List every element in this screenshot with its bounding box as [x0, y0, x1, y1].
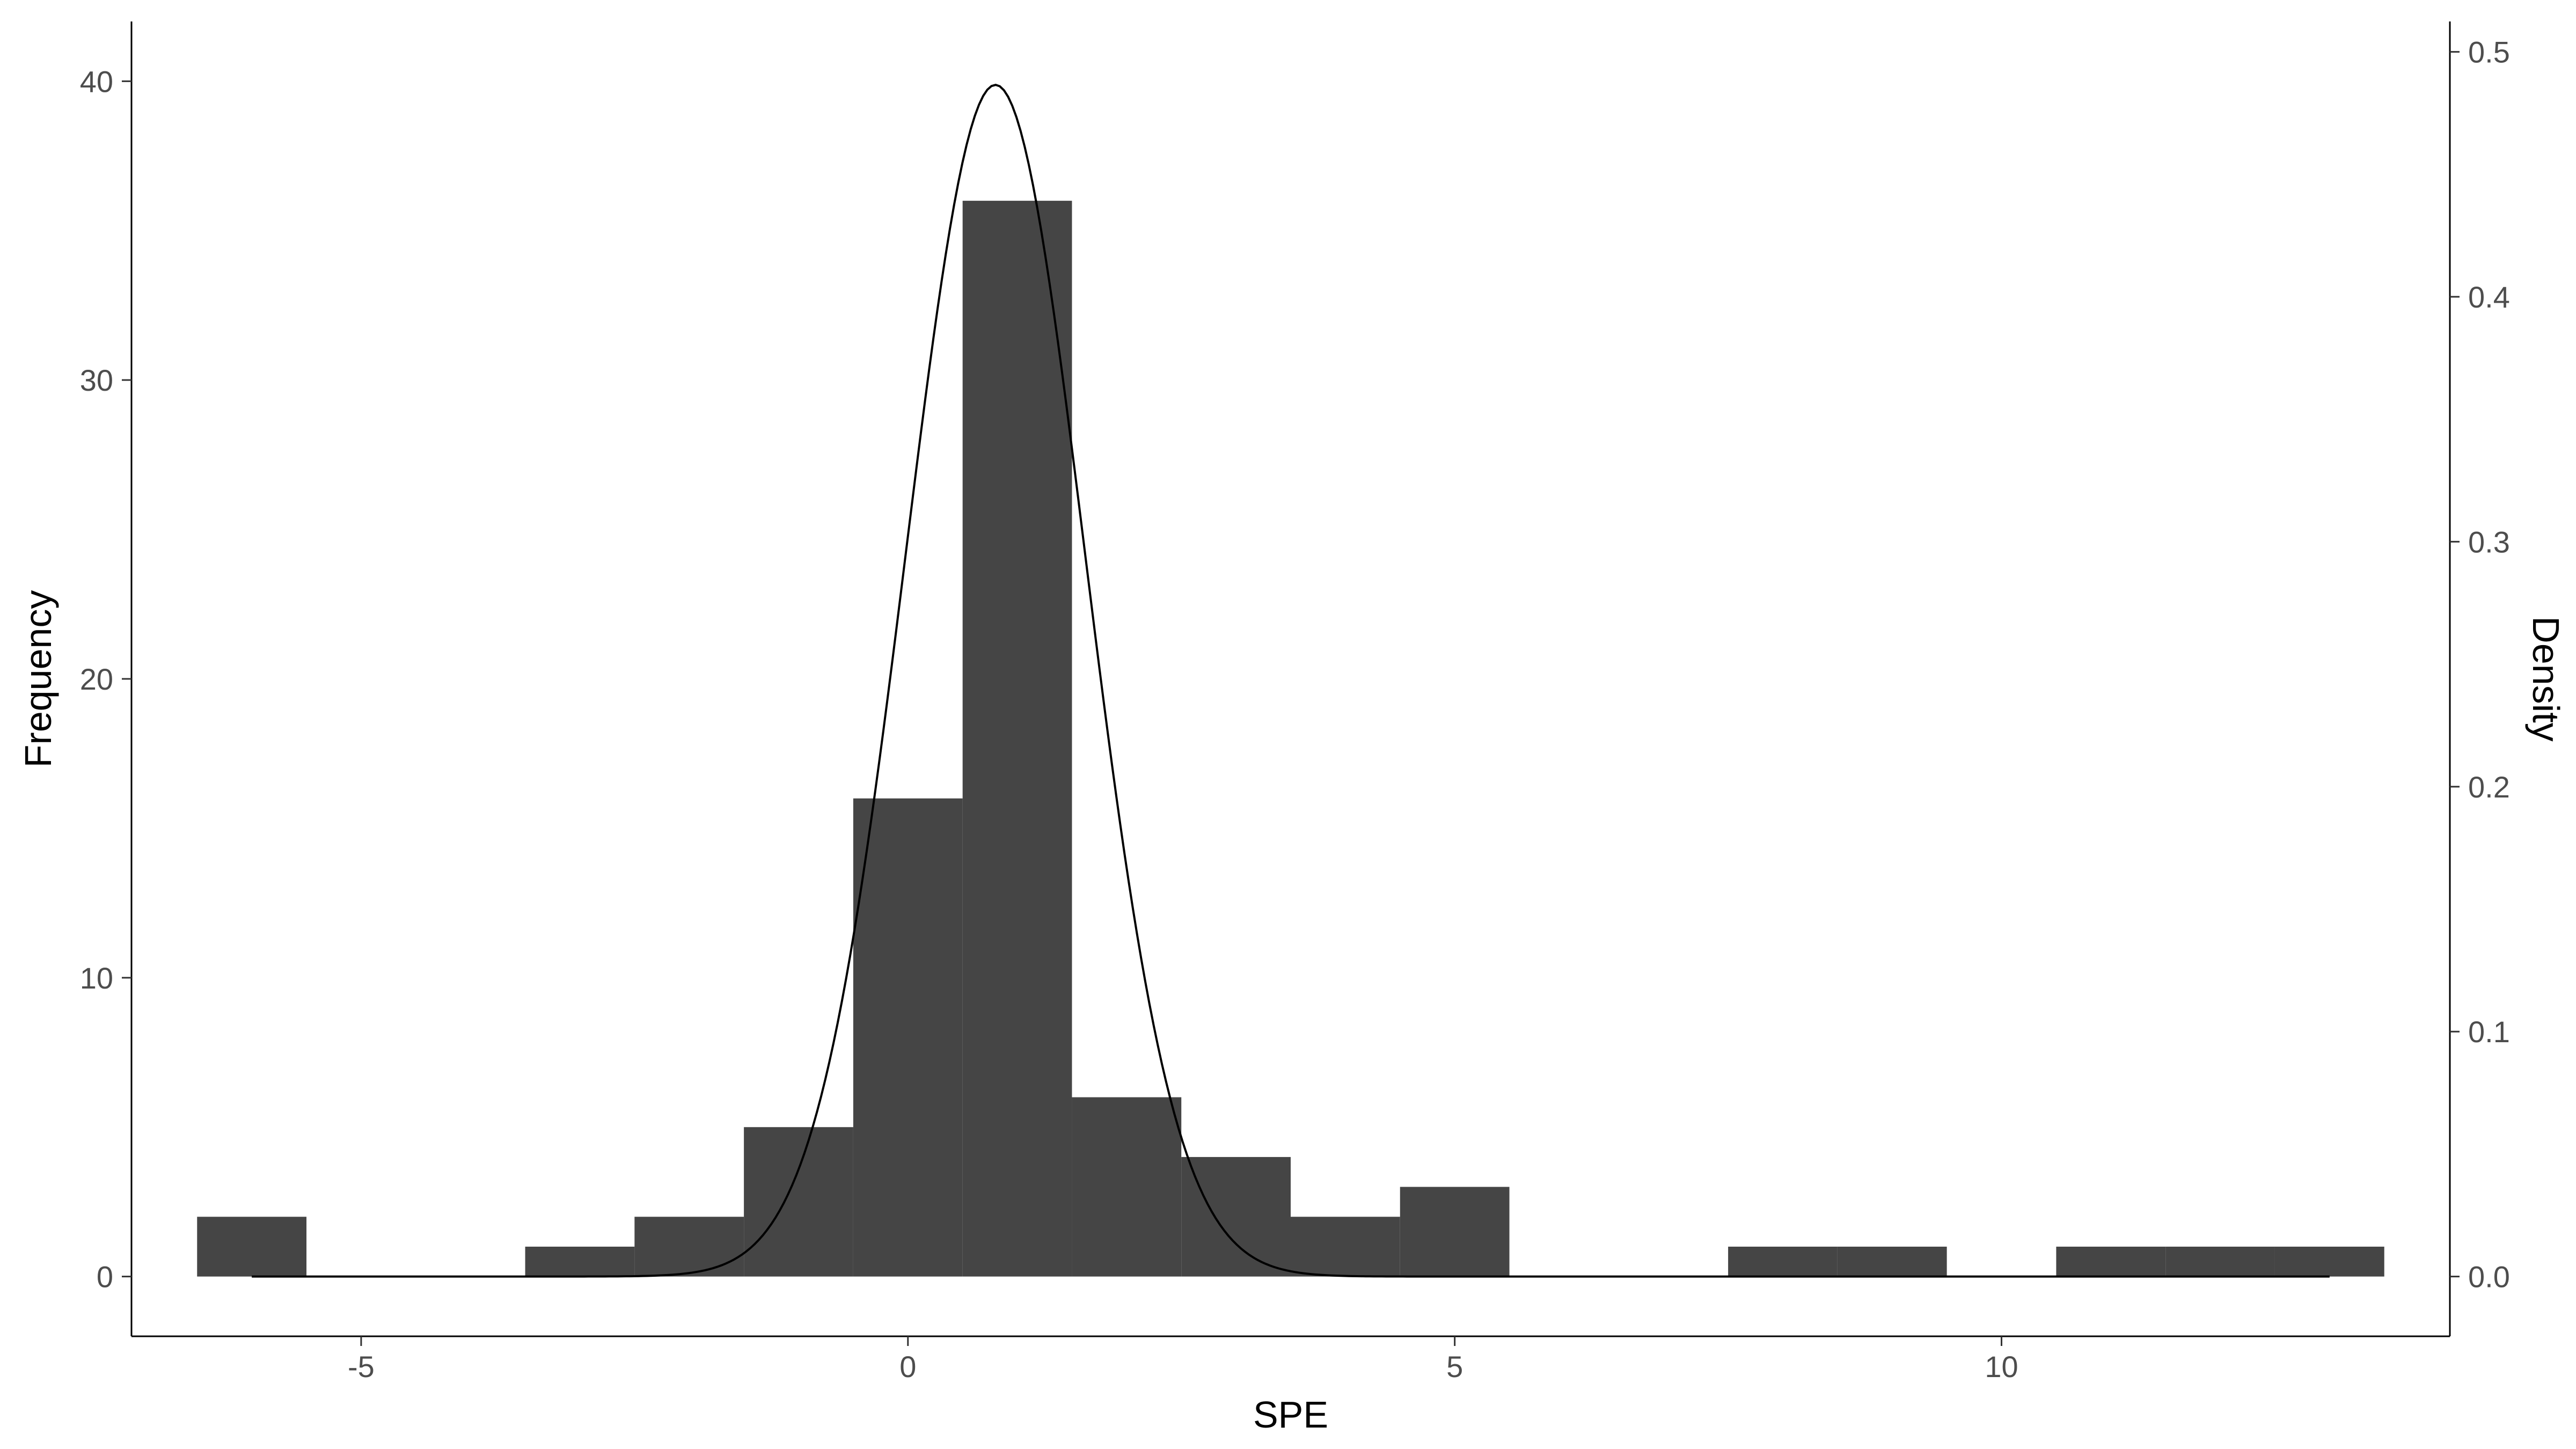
histogram-bar	[634, 1217, 744, 1277]
histogram-bar	[853, 798, 963, 1277]
y2-tick-label: 0.2	[2468, 770, 2510, 804]
x-axis-title: SPE	[1253, 1394, 1328, 1436]
histogram-bars	[197, 201, 2384, 1277]
y2-axis-title: Density	[2525, 616, 2567, 741]
y-tick-label: 20	[80, 662, 113, 696]
y-tick-label: 10	[80, 961, 113, 995]
histogram-bar	[962, 201, 1072, 1277]
y2-tick-label: 0.5	[2468, 35, 2510, 69]
axis-ticks: -5 0 5 10 0 10 20 30 40 0.0 0.1 0.2 0.3 0.4 0.5	[80, 35, 2510, 1384]
histogram-bar	[1072, 1097, 1182, 1277]
y2-tick-label: 0.0	[2468, 1260, 2510, 1294]
x-tick-label: 5	[1446, 1350, 1463, 1384]
y-tick-label: 30	[80, 363, 113, 397]
y-axis-title: Frequency	[17, 590, 59, 768]
histogram-bar	[1181, 1157, 1291, 1277]
histogram-bar	[1400, 1187, 1510, 1277]
histogram-bar	[2165, 1246, 2275, 1277]
histogram-bar	[744, 1127, 853, 1277]
y-tick-label: 0	[97, 1260, 113, 1294]
y2-tick-label: 0.1	[2468, 1015, 2510, 1049]
histogram-bar	[1837, 1246, 1947, 1277]
histogram-bar	[1291, 1217, 1400, 1277]
y2-tick-label: 0.3	[2468, 525, 2510, 559]
histogram-bar	[2056, 1246, 2166, 1277]
x-tick-label: -5	[348, 1350, 375, 1384]
x-tick-label: 10	[1985, 1350, 2018, 1384]
histogram-bar	[197, 1217, 307, 1277]
y-tick-label: 40	[80, 64, 113, 98]
x-tick-label: 0	[899, 1350, 916, 1384]
histogram-bar	[525, 1246, 635, 1277]
density-curve	[252, 84, 2330, 1278]
histogram-bar	[2274, 1246, 2384, 1277]
histogram-bar	[1728, 1246, 1838, 1277]
y2-tick-label: 0.4	[2468, 280, 2510, 314]
